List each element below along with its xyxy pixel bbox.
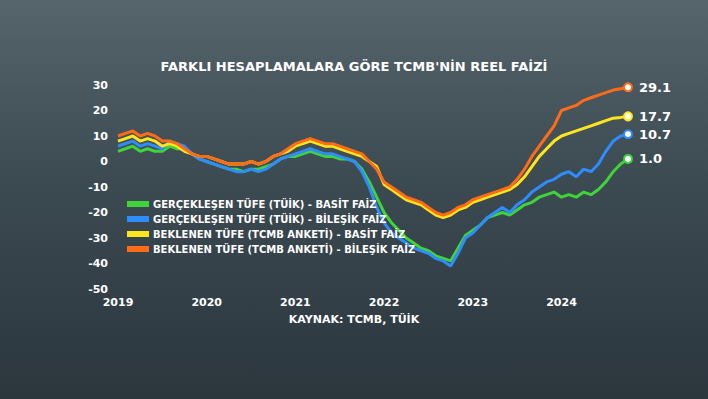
svg-text:FARKLI HESAPLAMALARA GÖRE TCMB: FARKLI HESAPLAMALARA GÖRE TCMB'NİN REEL … — [161, 59, 548, 74]
svg-text:29.1: 29.1 — [639, 80, 671, 95]
svg-text:-20: -20 — [88, 206, 108, 219]
svg-text:17.7: 17.7 — [639, 109, 671, 124]
svg-text:10: 10 — [93, 130, 109, 143]
svg-text:10.7: 10.7 — [639, 127, 671, 142]
svg-text:1.0: 1.0 — [639, 151, 662, 166]
svg-text:-40: -40 — [88, 257, 108, 270]
svg-text:0: 0 — [100, 155, 108, 168]
svg-text:-50: -50 — [88, 283, 108, 296]
svg-text:GERÇEKLEŞEN TÜFE (TÜİK) - BASİ: GERÇEKLEŞEN TÜFE (TÜİK) - BASİT FAİZ — [153, 197, 376, 210]
svg-text:2021: 2021 — [280, 296, 311, 309]
svg-text:2023: 2023 — [457, 296, 488, 309]
svg-text:BEKLENEN TÜFE (TCMB ANKETİ) -: BEKLENEN TÜFE (TCMB ANKETİ) - BASİT FAİZ — [153, 227, 405, 240]
svg-text:2024: 2024 — [546, 296, 577, 309]
svg-text:2020: 2020 — [191, 296, 222, 309]
svg-text:KAYNAK: TCMB, TÜİK: KAYNAK: TCMB, TÜİK — [289, 312, 420, 326]
svg-text:BEKLENEN TÜFE (TCMB ANKETİ) -: BEKLENEN TÜFE (TCMB ANKETİ) - BİLEŞİK FA… — [153, 242, 415, 255]
svg-text:2022: 2022 — [369, 296, 400, 309]
svg-text:GERÇEKLEŞEN TÜFE (TÜİK) - BİLE: GERÇEKLEŞEN TÜFE (TÜİK) - BİLEŞİK FAİZ — [153, 212, 387, 225]
svg-text:30: 30 — [93, 79, 109, 92]
svg-text:2019: 2019 — [103, 296, 134, 309]
svg-text:20: 20 — [93, 104, 109, 117]
svg-text:-30: -30 — [88, 232, 108, 245]
svg-text:-10: -10 — [88, 181, 108, 194]
